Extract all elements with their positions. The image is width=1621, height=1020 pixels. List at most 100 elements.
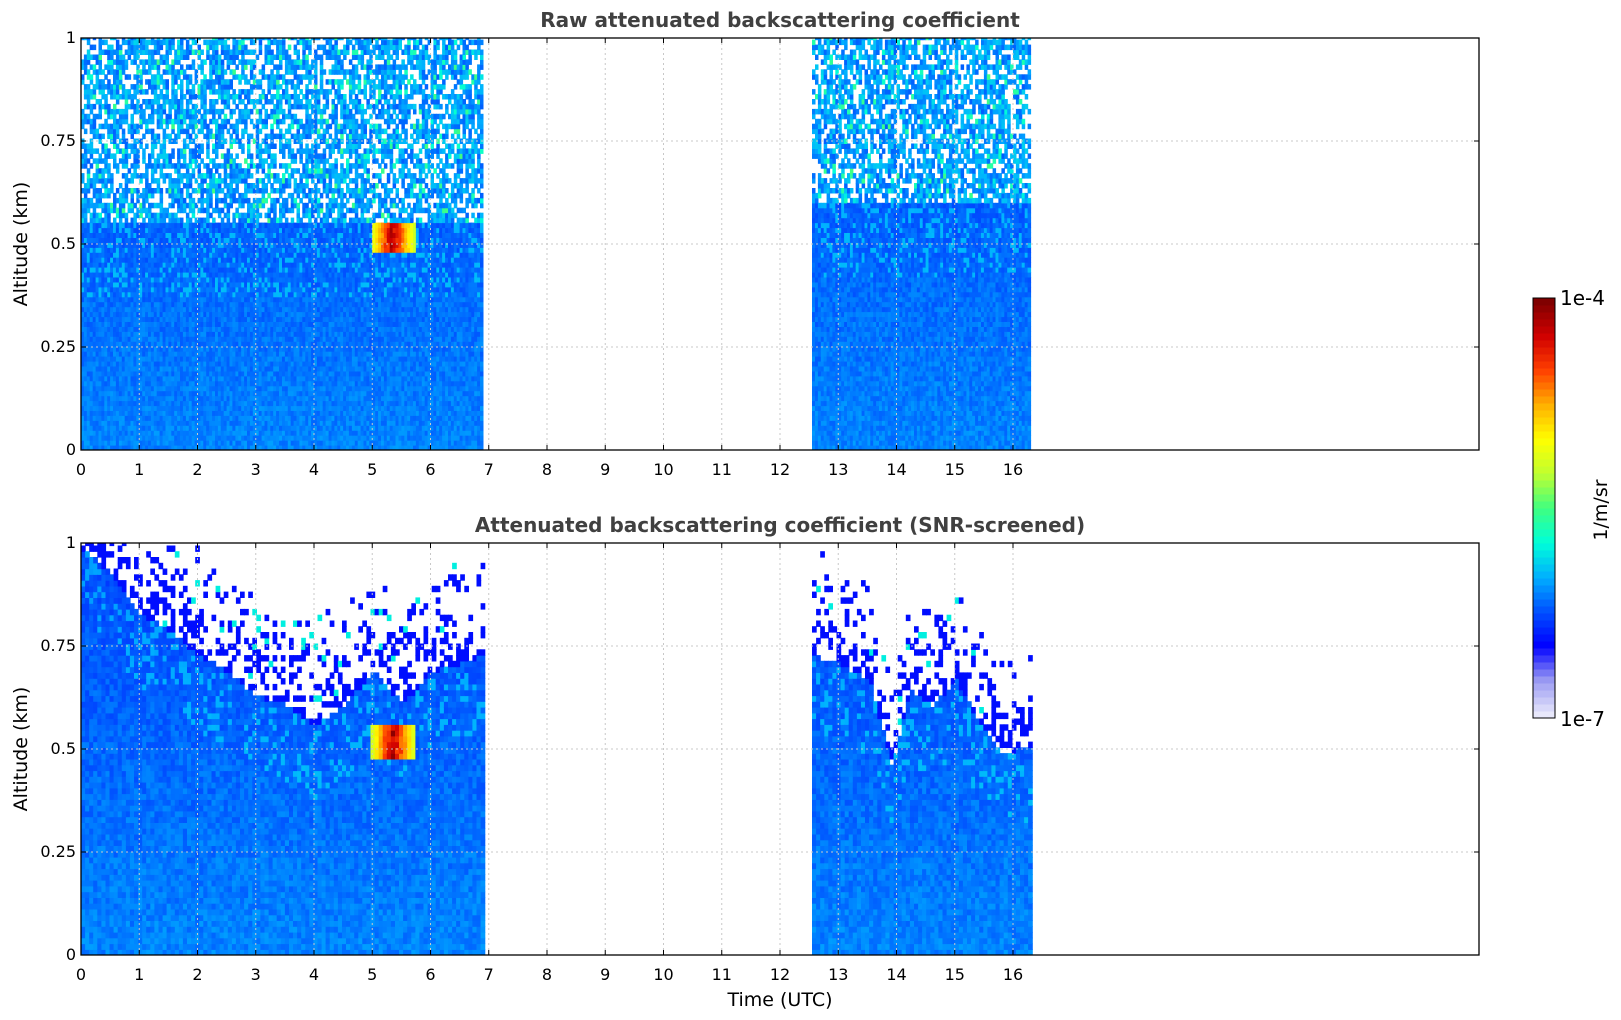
heatmap-cell: [258, 356, 263, 362]
heatmap-cell: [209, 242, 213, 248]
heatmap-cell: [115, 79, 120, 85]
heatmap-cell: [110, 400, 114, 407]
heatmap-cell: [110, 188, 114, 194]
heatmap-cell: [159, 445, 164, 450]
heatmap-cell: [148, 39, 152, 46]
heatmap-cell: [261, 94, 266, 100]
heatmap-cell: [185, 99, 190, 105]
heatmap-cell: [282, 79, 286, 85]
heatmap-cell: [148, 375, 152, 382]
heatmap-cell: [235, 415, 239, 421]
heatmap-cell: [148, 192, 152, 199]
heatmap-cell: [168, 247, 172, 253]
heatmap-cell: [153, 385, 158, 392]
heatmap-cell: [121, 252, 126, 258]
heatmap-cell: [180, 39, 184, 46]
heatmap-cell: [182, 158, 187, 164]
heatmap-cell: [232, 242, 236, 248]
heatmap-cell: [148, 440, 152, 446]
heatmap-cell: [241, 331, 245, 337]
heatmap-cell: [249, 247, 254, 253]
heatmap-cell: [168, 370, 172, 377]
heatmap-cell: [110, 247, 114, 253]
heatmap-cell: [139, 400, 143, 407]
heatmap-cell: [212, 306, 216, 313]
heatmap-cell: [107, 212, 111, 219]
heatmap-cell: [92, 445, 97, 450]
heatmap-cell: [258, 440, 263, 446]
heatmap-cell: [113, 296, 117, 303]
heatmap-cell: [203, 331, 207, 337]
heatmap-cell: [188, 108, 193, 115]
heatmap-cell: [261, 440, 266, 446]
heatmap-cell: [182, 183, 187, 189]
heatmap-cell: [247, 217, 251, 224]
heatmap-cell: [282, 202, 286, 209]
heatmap-cell: [92, 361, 97, 367]
heatmap-cell: [145, 296, 149, 303]
heatmap-cell: [191, 425, 196, 431]
heatmap-cell: [81, 197, 85, 204]
heatmap-cell: [130, 326, 134, 332]
heatmap-cell: [174, 361, 178, 367]
heatmap-cell: [270, 341, 274, 347]
heatmap-cell: [241, 316, 245, 322]
heatmap-cell: [153, 390, 158, 397]
heatmap-cell: [113, 366, 117, 372]
heatmap-cell: [153, 341, 158, 347]
heatmap-cell: [212, 113, 216, 120]
heatmap-cell: [107, 390, 111, 397]
heatmap-cell: [89, 410, 94, 416]
heatmap-cell: [270, 316, 274, 322]
heatmap-cell: [81, 227, 85, 233]
heatmap-cell: [258, 430, 263, 436]
heatmap-cell: [194, 272, 199, 278]
heatmap-cell: [252, 341, 257, 347]
heatmap-cell: [255, 262, 260, 268]
heatmap-cell: [238, 375, 242, 382]
heatmap-cell: [273, 79, 277, 85]
heatmap-cell: [107, 281, 111, 288]
heatmap-cell: [241, 242, 245, 248]
heatmap-cell: [83, 202, 88, 209]
heatmap-cell: [252, 232, 257, 238]
heatmap-cell: [270, 217, 274, 224]
heatmap-cell: [185, 212, 190, 219]
heatmap-cell: [165, 44, 169, 51]
heatmap-cell: [270, 158, 274, 164]
heatmap-cell: [270, 272, 274, 278]
heatmap-cell: [215, 370, 219, 377]
heatmap-cell: [249, 38, 254, 41]
heatmap-cell: [258, 232, 263, 238]
heatmap-cell: [194, 247, 199, 253]
heatmap-cell: [255, 128, 260, 135]
heatmap-cell: [282, 143, 286, 149]
heatmap-cell: [150, 370, 155, 377]
heatmap-cell: [270, 252, 274, 258]
heatmap-cell: [264, 415, 268, 421]
heatmap-cell: [232, 440, 236, 446]
heatmap-cell: [81, 217, 85, 224]
heatmap-cell: [133, 227, 137, 233]
heatmap-cell: [273, 207, 277, 214]
heatmap-cell: [255, 183, 260, 189]
heatmap-cell: [174, 237, 178, 243]
heatmap-cell: [185, 64, 190, 70]
heatmap-cell: [107, 395, 111, 402]
heatmap-cell: [113, 336, 117, 342]
heatmap-cell: [89, 272, 94, 278]
heatmap-cell: [220, 49, 225, 55]
heatmap-cell: [244, 188, 248, 194]
heatmap-cell: [267, 192, 271, 199]
heatmap-cell: [264, 54, 268, 60]
heatmap-cell: [180, 222, 184, 229]
heatmap-cell: [101, 94, 105, 100]
heatmap-cell: [238, 316, 242, 322]
heatmap-cell: [133, 351, 137, 357]
heatmap-cell: [247, 326, 251, 332]
heatmap-cell: [180, 79, 184, 85]
heatmap-cell: [118, 138, 123, 144]
heatmap-cell: [244, 192, 248, 199]
heatmap-cell: [139, 415, 143, 421]
heatmap-cell: [133, 346, 137, 352]
